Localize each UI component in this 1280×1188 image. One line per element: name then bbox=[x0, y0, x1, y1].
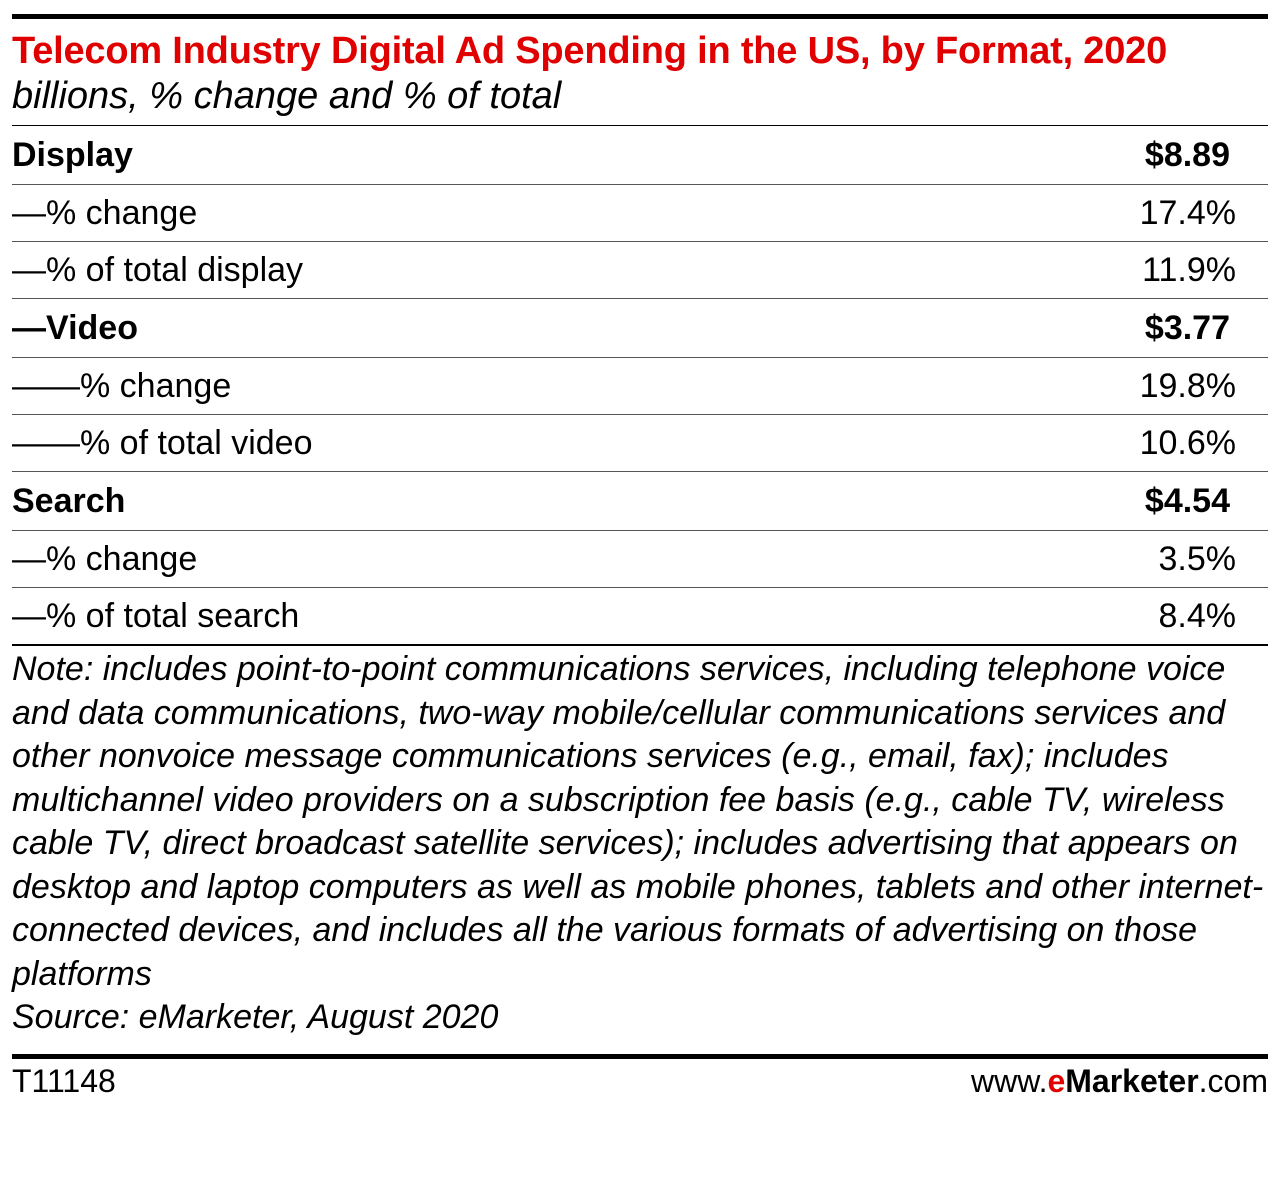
note-rule bbox=[12, 644, 1268, 646]
row-value: $4.54 bbox=[1144, 481, 1230, 520]
table-row: —% of total display 11.9% bbox=[12, 241, 1268, 299]
row-value: 19.8% bbox=[1139, 366, 1236, 405]
table-row: ——% of total video 10.6% bbox=[12, 414, 1268, 472]
data-table: Display $8.89 —% change 17.4% —% of total di… bbox=[12, 125, 1268, 644]
table-row: —% change 17.4% bbox=[12, 184, 1268, 242]
chart-title: Telecom Industry Digital Ad Spending in … bbox=[12, 30, 1168, 72]
table-row: Search $4.54 bbox=[12, 471, 1268, 531]
chart-frame: Telecom Industry Digital Ad Spending in … bbox=[12, 14, 1268, 1103]
table-row: —% of total search 8.4% bbox=[12, 587, 1268, 645]
table-row: —% change 3.5% bbox=[12, 530, 1268, 588]
brand-prefix: www. bbox=[971, 1062, 1048, 1099]
row-label: Search bbox=[12, 481, 126, 520]
row-label: —% change bbox=[12, 193, 198, 232]
row-value: 8.4% bbox=[1158, 596, 1237, 635]
table-row: Display $8.89 bbox=[12, 125, 1268, 185]
row-label: ——% of total video bbox=[12, 423, 313, 462]
row-value: 3.5% bbox=[1158, 539, 1237, 578]
row-label: —% of total display bbox=[12, 250, 304, 289]
row-value: 10.6% bbox=[1139, 423, 1236, 462]
footer: T11148 www.eMarketer.com bbox=[12, 1059, 1268, 1103]
row-value: $3.77 bbox=[1144, 308, 1230, 347]
brand-e: e bbox=[1047, 1062, 1066, 1099]
row-label: ——% change bbox=[12, 366, 232, 405]
row-value: $8.89 bbox=[1144, 135, 1230, 174]
row-label: —% of total search bbox=[12, 596, 300, 635]
chart-code: T11148 bbox=[12, 1062, 116, 1099]
brand-logo: www.eMarketer.com bbox=[971, 1063, 1268, 1100]
source-text: Source: eMarketer, August 2020 bbox=[12, 998, 499, 1036]
row-value: 11.9% bbox=[1142, 250, 1236, 289]
table-row: ——% change 19.8% bbox=[12, 357, 1268, 415]
top-rule bbox=[12, 14, 1268, 19]
row-label: —% change bbox=[12, 539, 198, 578]
chart-subtitle: billions, % change and % of total bbox=[12, 75, 562, 117]
note-block: Note: includes point-to-point communicat… bbox=[12, 648, 1268, 1040]
table-body: Display $8.89 —% change 17.4% —% of total di… bbox=[12, 125, 1268, 645]
brand-name: Marketer bbox=[1065, 1062, 1199, 1099]
table-row: —Video $3.77 bbox=[12, 298, 1268, 358]
bottom-rule bbox=[12, 1053, 1268, 1059]
brand-suffix: .com bbox=[1198, 1062, 1268, 1099]
note-text: Note: includes point-to-point communicat… bbox=[12, 650, 1264, 993]
row-value: 17.4% bbox=[1139, 193, 1236, 232]
row-label: —Video bbox=[12, 308, 138, 347]
row-label: Display bbox=[12, 135, 133, 174]
